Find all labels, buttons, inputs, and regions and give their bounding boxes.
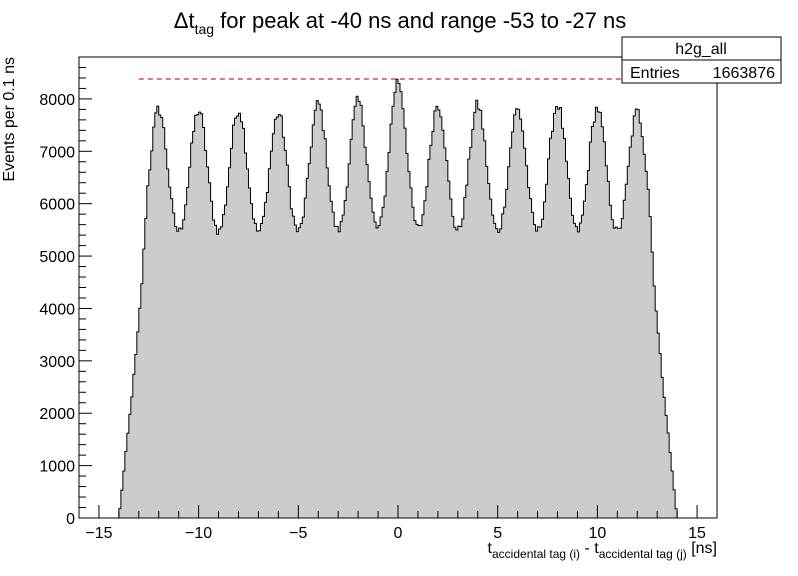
- stats-box: h2g_all Entries 1663876: [621, 36, 782, 84]
- x-tick-label: −15: [85, 525, 112, 542]
- y-tick-label: 2000: [39, 406, 75, 423]
- stats-name: h2g_all: [675, 41, 727, 58]
- y-tick-label: 5000: [39, 249, 75, 266]
- histogram-bins: [114, 78, 682, 519]
- x-tick-label: −10: [185, 525, 212, 542]
- x-tick-label: 5: [493, 525, 502, 542]
- x-tick-label: 0: [394, 525, 403, 542]
- y-tick-label: 1000: [39, 459, 75, 476]
- x-tick-label: 10: [588, 525, 606, 542]
- y-axis-label: Events per 0.1 ns: [1, 57, 18, 182]
- y-tick-label: 0: [66, 511, 75, 528]
- y-tick-label: 3000: [39, 354, 75, 371]
- y-tick-label: 8000: [39, 92, 75, 109]
- x-tick-label: −5: [289, 525, 307, 542]
- x-axis-label: taccidental tag (i) - taccidental tag (j…: [488, 540, 717, 561]
- y-tick-label: 4000: [39, 301, 75, 318]
- stats-entries-label: Entries: [630, 65, 680, 82]
- chart-title: Δttag for peak at -40 ns and range -53 t…: [174, 8, 626, 37]
- stats-entries-value: 1663876: [713, 65, 775, 82]
- y-tick-label: 7000: [39, 144, 75, 161]
- x-tick-label: 15: [688, 525, 706, 542]
- y-tick-label: 6000: [39, 197, 75, 214]
